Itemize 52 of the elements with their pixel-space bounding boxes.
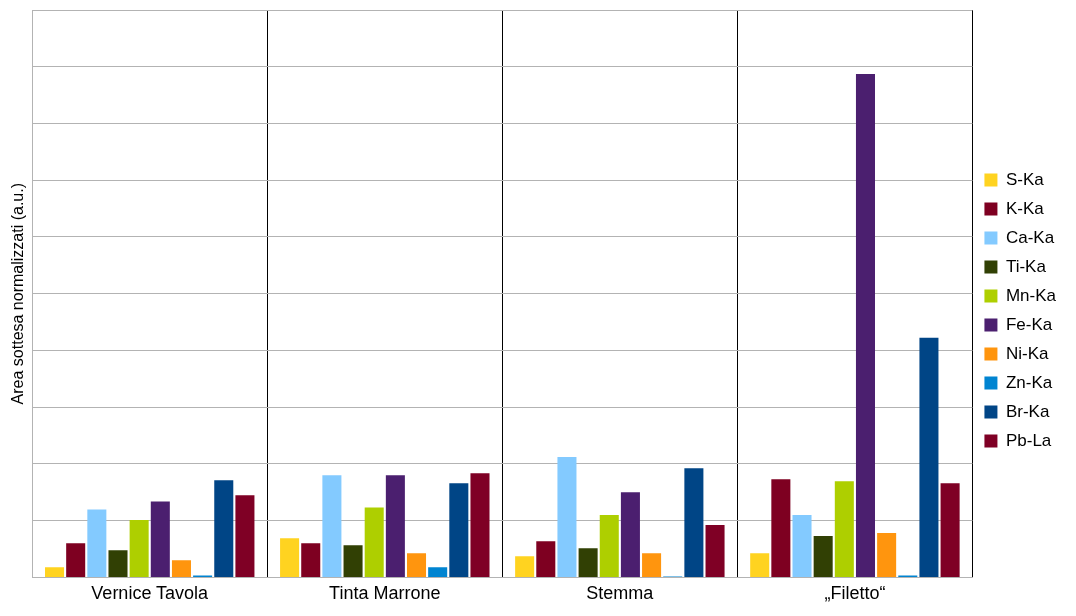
y-axis-title: Area sottesa normalizzati (a.u.) [9,182,27,405]
x-tick-label: „Filetto“ [824,583,886,604]
bar [449,483,469,577]
legend-label: Zn-Ka [1005,372,1053,392]
bar [301,543,321,577]
bar [620,492,640,577]
bar [855,73,875,577]
bar [171,560,191,577]
bar [834,481,854,577]
bar [771,479,791,577]
x-tick-label: Tinta Marrone [329,583,441,604]
bar [108,550,128,577]
legend-label: Br-Ka [1005,401,1050,421]
bar [642,553,662,577]
bar [343,545,363,577]
bar [280,538,300,577]
bar [428,567,448,577]
legend-label: Fe-Ka [1005,314,1053,334]
legend-label: Ca-Ka [1005,227,1055,247]
bar [792,514,812,577]
bar [813,536,833,577]
bar [470,473,490,577]
x-tick-label: Vernice Tavola [91,583,210,604]
bar [322,475,342,577]
bar [214,480,234,577]
x-tick-label: Stemma [586,583,655,604]
bar [407,553,427,577]
bar [705,525,725,577]
legend-label: Ni-Ka [1005,343,1049,363]
bar [515,556,535,577]
bar [87,509,107,577]
bar [45,567,65,577]
legend-label: Pb-La [1005,430,1052,450]
bar [129,520,149,577]
legend-label: K-Ka [1005,198,1045,218]
bar [66,543,86,577]
bar [364,507,384,577]
bar [919,337,939,577]
legend-label: S-Ka [1005,169,1045,189]
bar [235,495,255,577]
bar [557,457,577,577]
bar [877,533,897,577]
bar [940,483,960,577]
bar [385,475,405,577]
legend-label: Mn-Ka [1005,285,1057,305]
bar [684,468,704,577]
legend-label: Ti-Ka [1005,256,1047,276]
bar [599,514,619,577]
bar [536,541,556,577]
bar [750,553,770,577]
bar [150,501,170,577]
bar [578,548,598,577]
